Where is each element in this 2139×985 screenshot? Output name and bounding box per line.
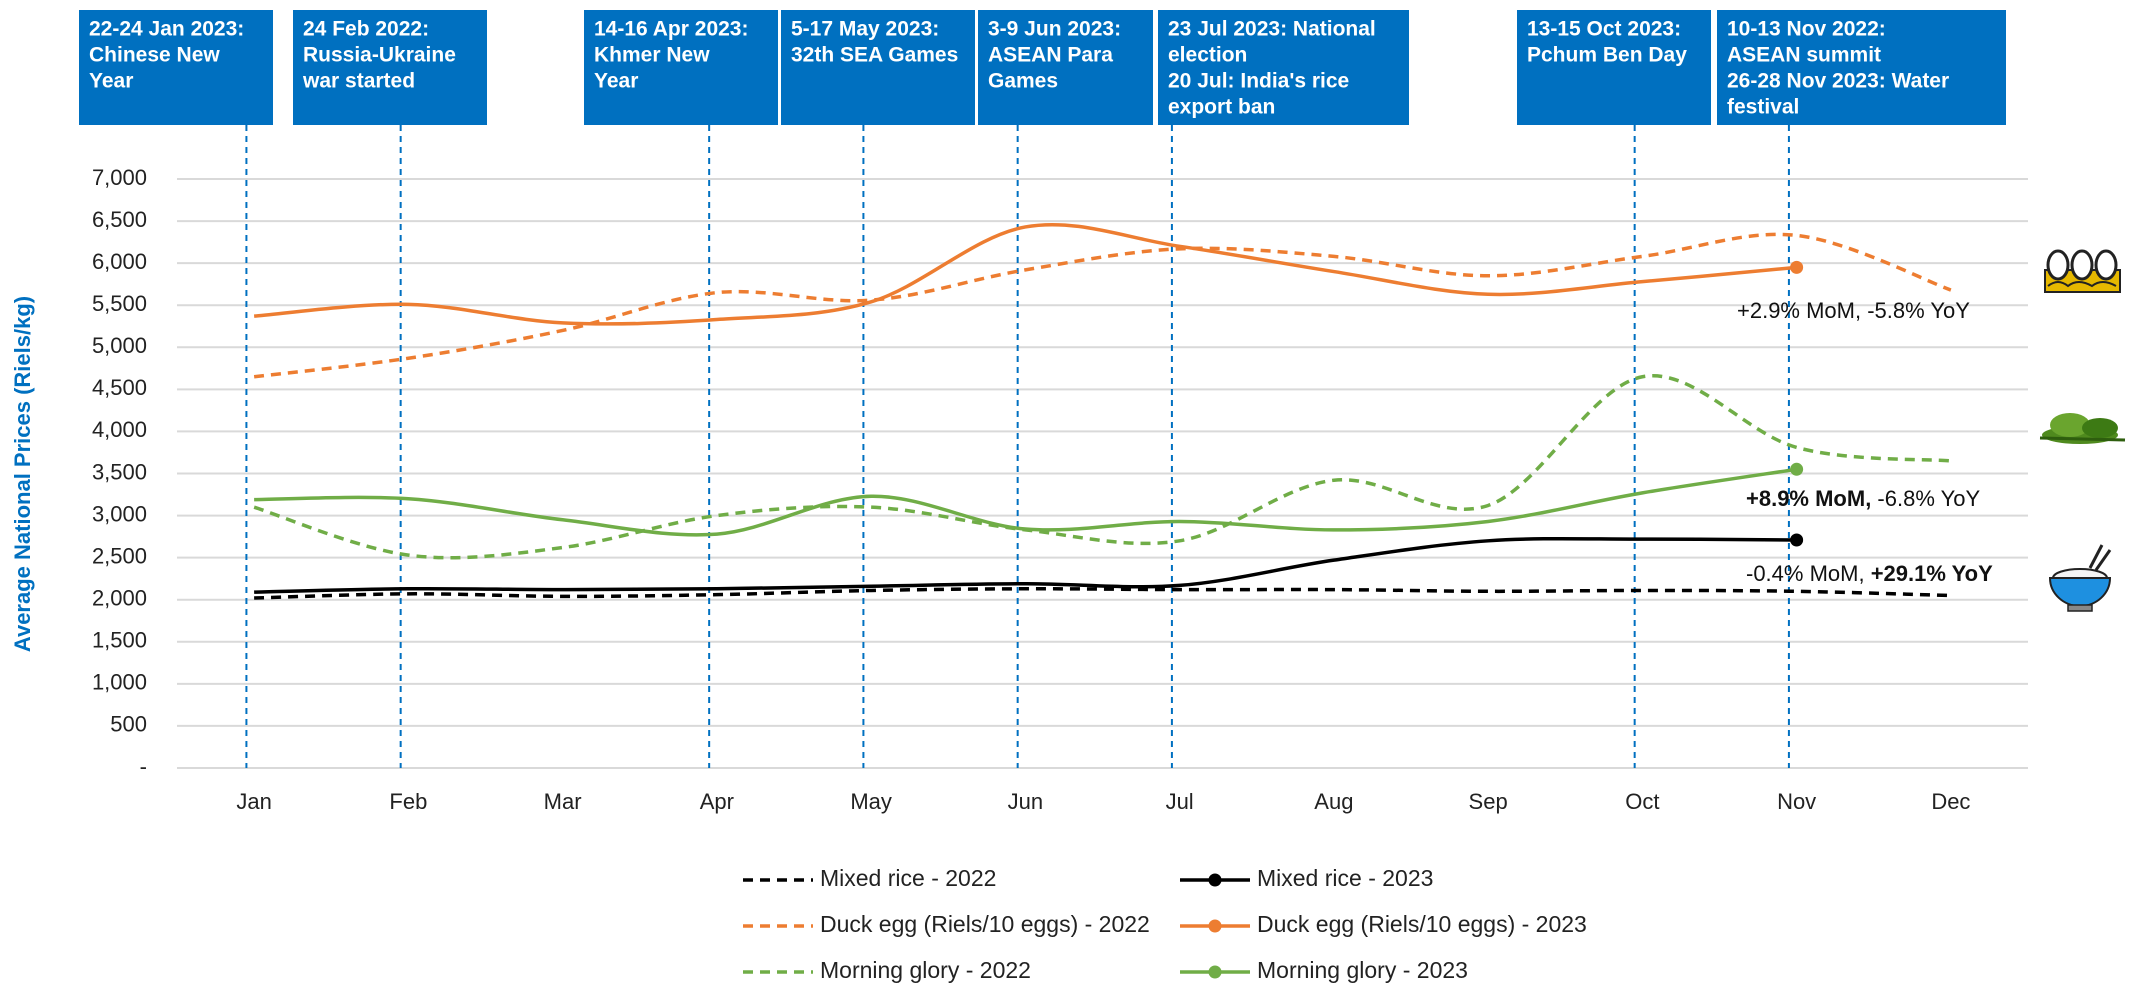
annotation-part: -6.8% YoY: [1871, 486, 1980, 511]
legend-label: Duck egg (Riels/10 eggs) - 2023: [1257, 911, 1587, 937]
event-text: 32th SEA Games: [791, 43, 958, 66]
event-text: election: [1168, 43, 1247, 66]
event-text: 3-9 Jun 2023:: [988, 17, 1121, 40]
event-text: Russia-Ukraine: [303, 43, 456, 66]
y-tick-label: -: [140, 754, 147, 779]
x-tick-label: Jan: [236, 789, 271, 814]
event-box: [1158, 10, 1409, 125]
annotation-part: +8.9% MoM,: [1746, 486, 1871, 511]
event-text: 23 Jul 2023: National: [1168, 17, 1376, 40]
event-text: war started: [302, 69, 415, 92]
x-tick-label: Sep: [1469, 789, 1508, 814]
event-text: Year: [89, 69, 133, 92]
annotation-part: +2.9% MoM, -5.8% YoY: [1737, 298, 1970, 323]
annotation: +8.9% MoM, -6.8% YoY: [1746, 486, 1981, 511]
y-tick-label: 6,500: [92, 207, 147, 232]
series-line: [253, 232, 1952, 379]
legend-marker: [1208, 965, 1222, 979]
event-text: 26-28 Nov 2023: Water: [1727, 69, 1949, 92]
event-text: 24 Feb 2022:: [303, 17, 429, 40]
egg-icon: [2044, 249, 2121, 293]
event-text: Year: [594, 69, 638, 92]
event-text: Pchum Ben Day: [1527, 43, 1687, 66]
event-text: 20 Jul: India's rice: [1168, 69, 1349, 92]
legend-label: Morning glory - 2023: [1257, 957, 1468, 983]
series-line: [253, 374, 1952, 560]
series-line: [254, 467, 1797, 537]
y-tick-label: 5,000: [92, 333, 147, 358]
y-tick-label: 3,500: [92, 459, 147, 484]
event-text: 13-15 Oct 2023:: [1527, 17, 1681, 40]
event-text: ASEAN Para: [988, 43, 1113, 66]
x-tick-label: Mar: [544, 789, 582, 814]
x-tick-label: Nov: [1777, 789, 1816, 814]
legend-label: Mixed rice - 2022: [820, 865, 996, 891]
event-text: Khmer New: [594, 43, 710, 66]
annotation-part: -0.4% MoM,: [1746, 561, 1871, 586]
event-text: ASEAN summit: [1727, 43, 1881, 66]
x-tick-label: Jul: [1166, 789, 1194, 814]
event-box: [79, 10, 273, 125]
end-marker: [1790, 260, 1804, 274]
y-axis-label: Average National Prices (Riels/kg): [10, 296, 35, 652]
x-tick-label: Aug: [1314, 789, 1353, 814]
y-tick-label: 6,000: [92, 249, 147, 274]
event-text: festival: [1727, 95, 1799, 118]
rice-bowl-icon: [2048, 544, 2112, 612]
y-tick-label: 3,000: [92, 501, 147, 526]
event-text: Games: [988, 69, 1058, 92]
series-line: [254, 587, 1951, 600]
annotation-part: +29.1% YoY: [1871, 561, 1993, 586]
event-box: [978, 10, 1153, 125]
end-marker: [1790, 462, 1804, 476]
x-tick-label: May: [850, 789, 892, 814]
y-tick-label: 7,000: [92, 165, 147, 190]
y-tick-label: 5,500: [92, 291, 147, 316]
y-tick-label: 1,500: [92, 628, 147, 653]
y-tick-label: 500: [110, 712, 147, 737]
event-text: 22-24 Jan 2023:: [89, 17, 244, 40]
event-box: [1717, 10, 2006, 125]
y-tick-label: 2,500: [92, 543, 147, 568]
legend-marker: [1208, 873, 1222, 887]
series-line: [253, 222, 1797, 326]
event-box: [584, 10, 778, 125]
x-tick-label: Jun: [1008, 789, 1043, 814]
y-tick-label: 4,000: [92, 417, 147, 442]
event-text: 10-13 Nov 2022:: [1727, 17, 1886, 40]
legend-label: Morning glory - 2022: [820, 957, 1031, 983]
y-tick-label: 2,000: [92, 586, 147, 611]
x-tick-label: Apr: [700, 789, 734, 814]
event-text: 5-17 May 2023:: [791, 17, 939, 40]
legend-label: Duck egg (Riels/10 eggs) - 2022: [820, 911, 1150, 937]
event-text: export ban: [1168, 95, 1275, 118]
event-text: 14-16 Apr 2023:: [594, 17, 748, 40]
event-box: [781, 10, 975, 125]
end-marker: [1790, 533, 1804, 547]
y-tick-label: 1,000: [92, 670, 147, 695]
y-tick-label: 4,500: [92, 375, 147, 400]
series-line: [254, 536, 1797, 594]
legend-label: Mixed rice - 2023: [1257, 865, 1433, 891]
x-tick-label: Feb: [389, 789, 427, 814]
annotation: +2.9% MoM, -5.8% YoY: [1737, 298, 1970, 323]
x-tick-label: Dec: [1931, 789, 1970, 814]
vegetable-icon: [2039, 413, 2126, 444]
event-box: [1517, 10, 1711, 125]
event-box: [293, 10, 487, 125]
legend-marker: [1208, 919, 1222, 933]
annotation: -0.4% MoM, +29.1% YoY: [1746, 561, 1993, 586]
x-tick-label: Oct: [1625, 789, 1659, 814]
event-text: Chinese New: [89, 43, 220, 66]
